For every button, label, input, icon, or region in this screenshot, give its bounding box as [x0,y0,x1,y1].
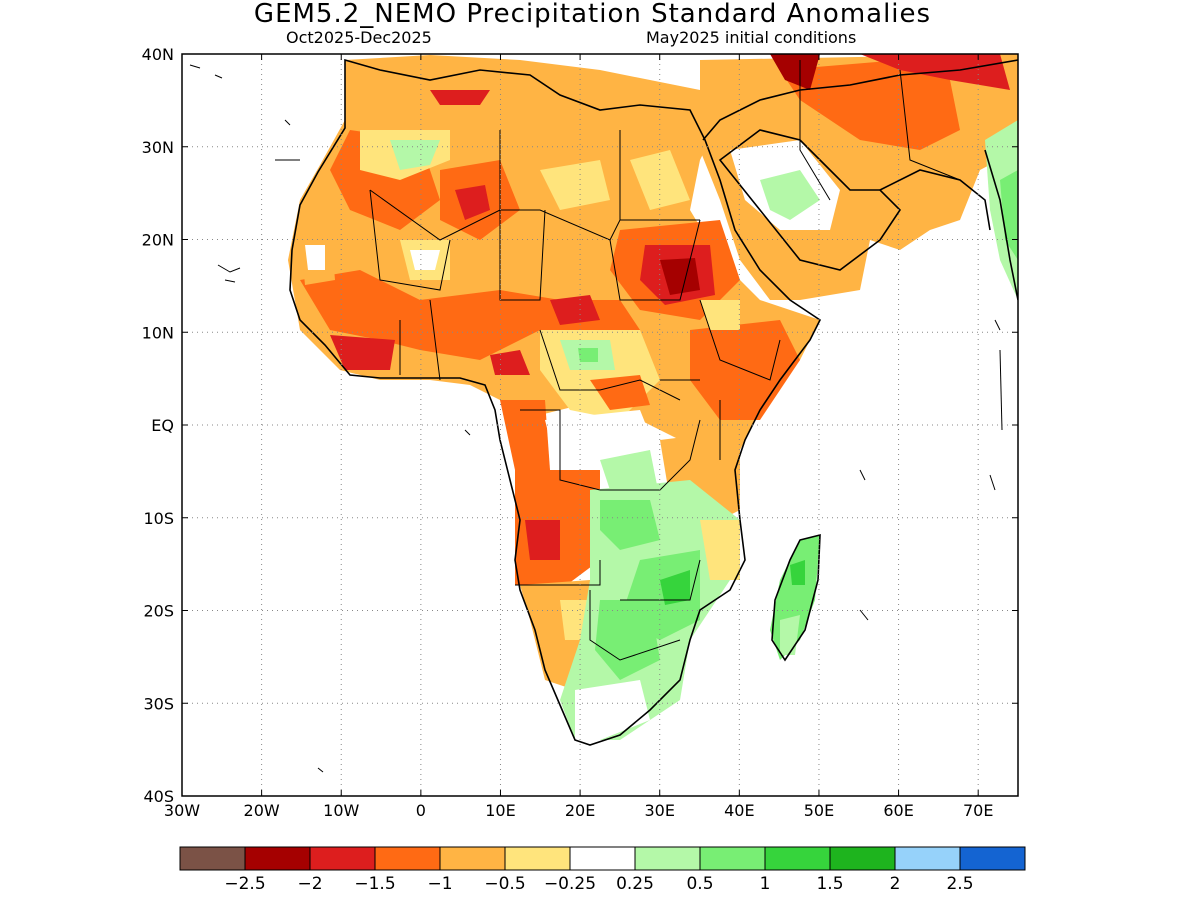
colorbar-label: −1.5 [354,874,395,894]
x-tick-label: 70E [963,801,993,820]
chart-title: GEM5.2_NEMO Precipitation Standard Anoma… [253,0,932,29]
colorbar-swatch [959,846,1026,871]
colorbar-label: −2 [297,874,322,894]
colorbar-swatch [374,846,441,871]
y-tick-label: 30S [143,694,174,713]
x-tick-label: 20W [244,801,280,820]
colorbar-label: −1 [427,874,452,894]
x-tick-label: 40E [724,801,754,820]
x-tick-label: 50E [804,801,834,820]
y-tick-label: 40N [142,45,174,64]
colorbar-label: −0.25 [544,874,596,894]
colorbar-swatch [244,846,311,871]
colorbar-swatch [894,846,961,871]
islands [189,64,1003,773]
colorbar-label: 0.5 [686,874,713,894]
grid-lines [182,54,1018,796]
y-tick-label: 30N [142,138,174,157]
x-tick-label: 10W [323,801,359,820]
forecast-period: Oct2025-Dec2025 [286,28,432,47]
colorbar-swatch [179,846,246,871]
x-tick-label: 60E [883,801,913,820]
colorbar-swatch [439,846,506,871]
x-axis-ticks: 30W 20W 10W 0 10E 20E 30E 40E 50E 60E 70E [164,54,993,820]
y-tick-label: 20N [142,231,174,250]
anomaly-fields [288,54,1018,740]
x-tick-label: 0 [416,801,426,820]
y-tick-label: 10S [143,509,174,528]
colorbar-swatch [504,846,571,871]
map-plot-area [189,54,1018,773]
colorbar-label: 0.25 [616,874,654,894]
x-tick-label: 30E [644,801,674,820]
colorbar-label: −0.5 [484,874,525,894]
initial-conditions: May2025 initial conditions [646,28,857,47]
colorbar: −2.5 −2 −1.5 −1 −0.5 −0.25 0.25 0.5 1 1.5 2 2.5 [179,846,1026,894]
y-tick-label: 40S [143,787,174,806]
colorbar-label: 1.5 [816,874,843,894]
colorbar-label: −2.5 [224,874,265,894]
y-axis-ticks: 40N 30N 20N 10N EQ 10S 20S 30S 40S [142,45,1018,806]
x-tick-label: 20E [565,801,595,820]
colorbar-label: 2 [890,874,901,894]
x-tick-label: 30W [164,801,200,820]
colorbar-swatch [829,846,896,871]
colorbar-swatch [634,846,701,871]
colorbar-swatch [309,846,376,871]
colorbar-label: 2.5 [946,874,973,894]
country-borders [369,60,961,661]
y-tick-label: 20S [143,602,174,621]
x-tick-label: 10E [485,801,515,820]
colorbar-swatch [699,846,766,871]
colorbar-label: 1 [760,874,771,894]
colorbar-swatch [764,846,831,871]
colorbar-swatch [569,846,636,871]
y-tick-label: 10N [142,323,174,342]
y-tick-label: EQ [151,416,174,435]
